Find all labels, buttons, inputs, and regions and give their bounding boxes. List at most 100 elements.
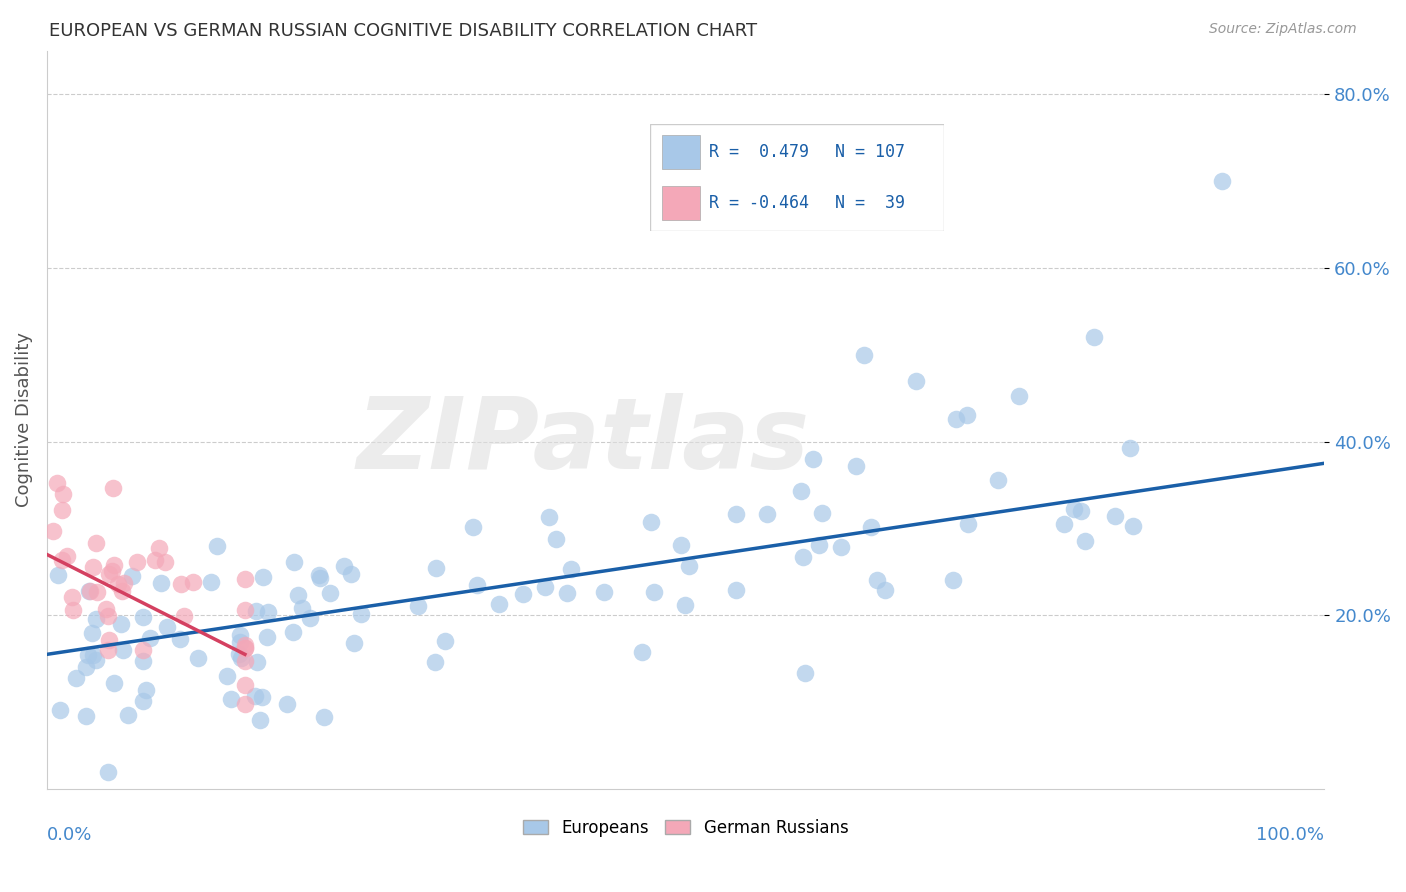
Text: N = 107: N = 107 xyxy=(835,143,905,161)
Point xyxy=(308,571,330,585)
Point xyxy=(350,607,373,621)
Point xyxy=(82,648,104,662)
Point xyxy=(51,553,73,567)
Point xyxy=(1119,441,1142,455)
Point xyxy=(463,520,485,534)
Point xyxy=(488,597,510,611)
Point xyxy=(811,507,834,521)
Point xyxy=(205,539,228,553)
Point xyxy=(233,638,256,652)
Text: R = -0.464: R = -0.464 xyxy=(709,194,808,212)
Point xyxy=(173,609,195,624)
Point xyxy=(77,648,100,663)
Point xyxy=(678,558,700,573)
Point xyxy=(107,577,129,591)
Point xyxy=(127,555,149,569)
Point xyxy=(987,473,1010,487)
Point xyxy=(229,628,252,642)
Point xyxy=(219,691,242,706)
Point xyxy=(333,559,356,574)
Point xyxy=(1073,533,1095,548)
Point xyxy=(956,409,979,423)
Point xyxy=(290,601,312,615)
Point xyxy=(111,583,134,598)
Point xyxy=(75,660,97,674)
Point xyxy=(1070,504,1092,518)
Point xyxy=(631,644,654,658)
Point xyxy=(256,630,278,644)
Text: EUROPEAN VS GERMAN RUSSIAN COGNITIVE DISABILITY CORRELATION CHART: EUROPEAN VS GERMAN RUSSIAN COGNITIVE DIS… xyxy=(49,22,758,40)
Point xyxy=(169,632,191,646)
Point xyxy=(1083,330,1105,344)
Point xyxy=(243,689,266,703)
Point xyxy=(557,586,579,600)
Point xyxy=(80,626,103,640)
Point xyxy=(252,570,274,584)
Point xyxy=(233,603,256,617)
Point xyxy=(560,562,582,576)
Point xyxy=(319,586,342,600)
Point xyxy=(675,599,697,613)
Point xyxy=(228,647,250,661)
Point xyxy=(538,510,561,524)
Point xyxy=(233,697,256,711)
Point xyxy=(100,564,122,578)
Point xyxy=(592,584,614,599)
Point xyxy=(233,572,256,586)
Text: 0.0%: 0.0% xyxy=(46,826,93,844)
FancyBboxPatch shape xyxy=(661,135,700,169)
Text: Source: ZipAtlas.com: Source: ZipAtlas.com xyxy=(1209,22,1357,37)
Text: N =  39: N = 39 xyxy=(835,194,905,212)
Point xyxy=(1211,174,1233,188)
Point xyxy=(52,486,75,500)
Point xyxy=(299,611,322,625)
Point xyxy=(49,703,72,717)
Point xyxy=(117,707,139,722)
Text: R =  0.479: R = 0.479 xyxy=(709,143,808,161)
Point xyxy=(233,654,256,668)
Point xyxy=(62,603,84,617)
Point xyxy=(803,451,825,466)
Point xyxy=(139,631,162,645)
Point xyxy=(808,538,831,552)
Point xyxy=(215,669,238,683)
Point xyxy=(42,524,65,539)
Point xyxy=(97,764,120,779)
Point xyxy=(1008,389,1031,403)
Point xyxy=(132,654,155,668)
Point xyxy=(1063,502,1085,516)
Point xyxy=(669,538,692,552)
Point xyxy=(1104,508,1126,523)
Point xyxy=(65,671,87,685)
FancyBboxPatch shape xyxy=(661,186,700,220)
Point xyxy=(755,507,778,521)
Point xyxy=(82,560,104,574)
Point xyxy=(233,678,256,692)
Point xyxy=(866,573,889,587)
Point xyxy=(51,503,73,517)
Point xyxy=(945,412,967,426)
Y-axis label: Cognitive Disability: Cognitive Disability xyxy=(15,333,32,508)
Point xyxy=(77,584,100,599)
Point xyxy=(312,710,335,724)
Point xyxy=(132,694,155,708)
Point xyxy=(97,609,120,624)
Point xyxy=(249,713,271,727)
Point xyxy=(725,582,748,597)
Point xyxy=(103,558,125,573)
Point xyxy=(1122,519,1144,533)
Point xyxy=(103,676,125,690)
Point xyxy=(281,625,304,640)
Point xyxy=(103,481,125,495)
Point xyxy=(790,483,813,498)
Legend: Europeans, German Russians: Europeans, German Russians xyxy=(516,812,855,844)
Point xyxy=(187,651,209,665)
Point xyxy=(143,553,166,567)
Point xyxy=(150,576,173,591)
Point xyxy=(229,635,252,649)
Point xyxy=(425,655,447,669)
Point xyxy=(465,577,488,591)
Point xyxy=(112,643,135,657)
Point xyxy=(287,588,309,602)
Point xyxy=(904,374,927,388)
